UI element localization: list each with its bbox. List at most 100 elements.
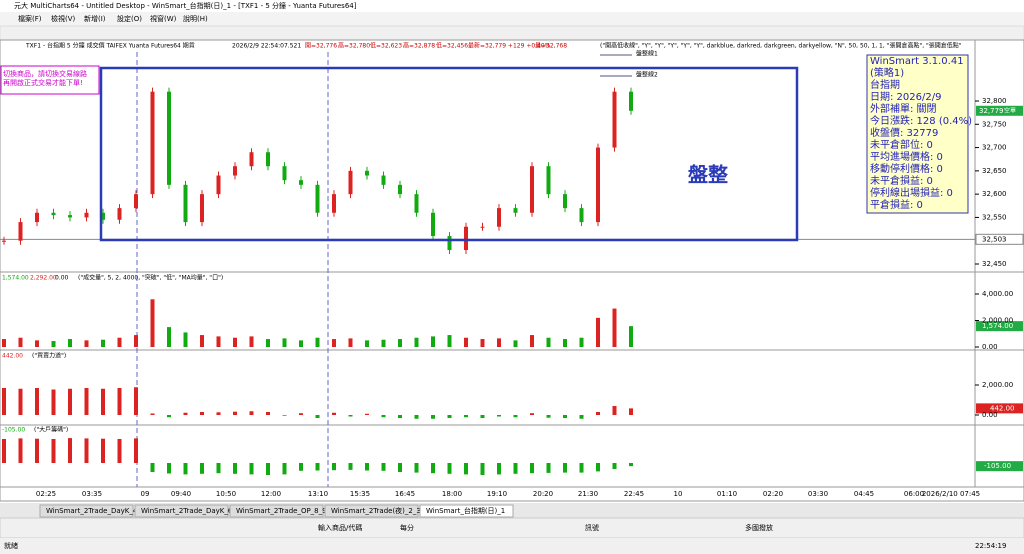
pane-legend: -105.00 [2, 427, 25, 434]
candle [84, 212, 89, 218]
candle [579, 208, 584, 223]
time-label: 18:00 [442, 490, 462, 498]
header-text: ("開高低收線", "Y", "Y", "Y", "Y", "Y", darkb… [600, 42, 962, 50]
volume-bar [18, 337, 23, 347]
candle [629, 91, 633, 111]
volume-bar [431, 336, 435, 347]
candle [101, 212, 105, 220]
value-tag [976, 461, 1023, 472]
volume-bar [200, 335, 204, 347]
candle [134, 194, 138, 209]
candle [464, 226, 468, 251]
time-label: 15:35 [350, 490, 370, 498]
volume-bar [101, 339, 105, 347]
tab[interactable] [39, 504, 134, 518]
toolbar-text[interactable]: 輸入商品/代碼 [318, 523, 362, 532]
power-bar [2, 388, 6, 415]
big-bar [447, 463, 452, 474]
volume-bar [249, 336, 254, 347]
pane-legend: ("大戶籌碼") [34, 426, 68, 434]
volume-bar [35, 340, 39, 347]
menu-item[interactable]: 設定(O) [117, 14, 142, 23]
power-bar [596, 412, 600, 415]
big-bar [414, 463, 419, 473]
candle [381, 175, 386, 185]
big-bar [134, 438, 138, 463]
candle [2, 240, 6, 242]
volume-bar [398, 339, 402, 347]
volume-bar [282, 338, 287, 347]
power-bar [381, 415, 386, 418]
info-line: 平倉損益: 0 [870, 198, 923, 211]
info-line: 平均進場價格: 0 [870, 150, 943, 163]
info-box [866, 54, 969, 214]
volume-bar [530, 335, 534, 347]
big-bar [431, 463, 435, 474]
time-label: 03:30 [808, 490, 828, 498]
power-bar [183, 412, 188, 415]
value-tag [976, 321, 1023, 332]
candle [612, 91, 617, 148]
candle [18, 222, 23, 241]
big-bar [2, 439, 6, 463]
power-bar [398, 415, 402, 418]
big-bar [150, 463, 155, 472]
candle [530, 166, 534, 213]
volume-bar [51, 341, 56, 347]
big-bar [266, 463, 270, 475]
toolbar-text[interactable]: 訊號 [585, 523, 599, 532]
tab[interactable] [229, 504, 324, 518]
candle [167, 91, 171, 185]
candle [216, 175, 221, 195]
volume-bar [68, 339, 72, 347]
y-tick-label: 32,650 [982, 167, 1007, 175]
tab-label[interactable]: WinSmart_2Trade_DayK_4_5 [46, 507, 145, 515]
big-bar [68, 438, 72, 463]
volume-bar [480, 339, 485, 347]
power-bar [315, 415, 320, 418]
last-value-label: 442.00 [990, 404, 1015, 412]
tab-label[interactable]: WinSmart_台指期(日)_1 [426, 506, 505, 515]
menu-item[interactable]: 檢視(V) [51, 14, 76, 23]
big-bar [546, 463, 551, 473]
time-label: 13:10 [308, 490, 328, 498]
tab-label[interactable]: WinSmart_2Trade(夜)_2_3 [331, 506, 421, 515]
volume-bar [513, 340, 518, 347]
status-bar [0, 538, 1024, 554]
header-text: 最新=32,779 +129 +0.40% [468, 42, 551, 50]
tab[interactable] [134, 504, 229, 518]
title-bar [0, 0, 1024, 12]
volume-bar [381, 339, 386, 347]
menu-item[interactable]: 檔案(F) [18, 14, 42, 23]
volume-bar [579, 337, 584, 347]
candle [183, 184, 188, 223]
power-bar [530, 413, 534, 415]
annotation-label: 盤整線2 [636, 71, 658, 79]
header-text: 2026/2/9 22:54:07.521 [232, 43, 301, 50]
menu-item[interactable]: 視窗(W) [150, 14, 177, 23]
big-bar [365, 463, 369, 471]
toolbar-text[interactable]: 多國撥放 [745, 523, 773, 532]
last-price-label: 32,779 [979, 107, 1004, 115]
candle [431, 212, 435, 237]
annotation-label: 盤整線1 [636, 50, 658, 58]
tab[interactable] [419, 504, 514, 518]
y-tick-label: 32,450 [982, 260, 1007, 268]
volume-bar [183, 332, 188, 347]
power-bar [497, 415, 501, 417]
big-bar [299, 463, 303, 471]
power-bar [233, 411, 237, 415]
time-label: 10:50 [216, 490, 236, 498]
info-line: 未平倉損益: 0 [870, 174, 933, 187]
big-bar [216, 463, 221, 474]
pane-legend: 2,292.00 [30, 275, 57, 282]
menu-item[interactable]: 新增(I) [84, 14, 106, 23]
tab-label[interactable]: WinSmart_2Trade_OP_8_9 [236, 507, 327, 515]
candle [51, 212, 56, 216]
big-bar [183, 463, 188, 475]
menu-item[interactable]: 說明(H) [183, 14, 208, 23]
toolbar-text[interactable]: 每分 [400, 523, 414, 532]
big-bar [282, 463, 287, 475]
tab-label[interactable]: WinSmart_2Trade_DayK_6_7 [141, 507, 240, 515]
tab[interactable] [324, 504, 419, 518]
